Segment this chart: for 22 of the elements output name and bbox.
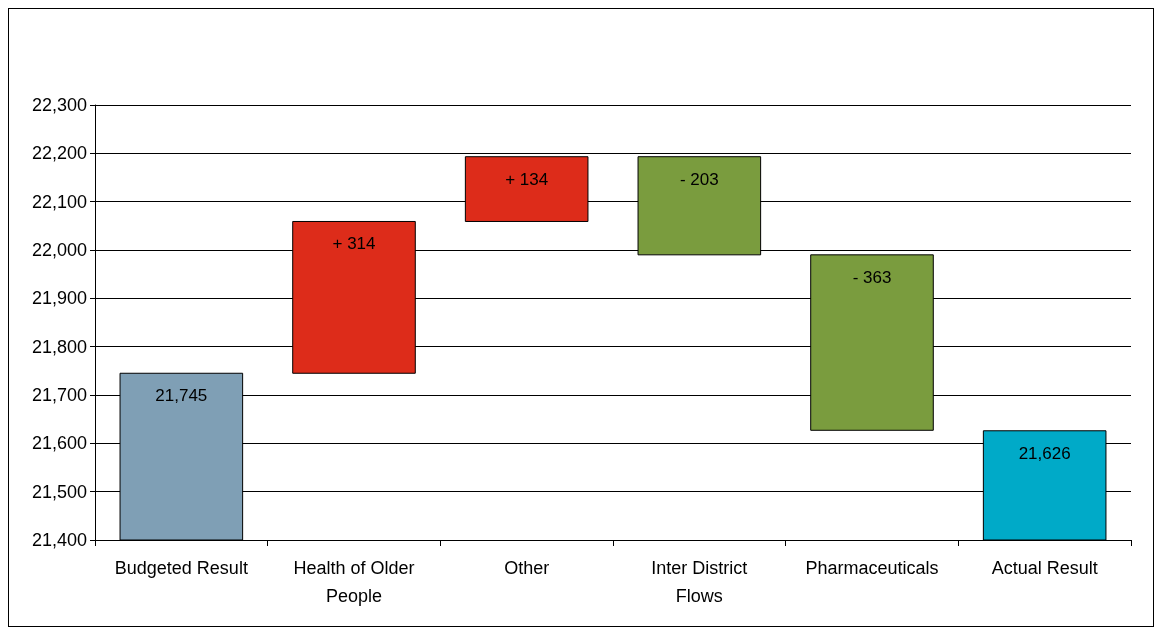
x-tick-label: Inter District Flows <box>651 558 748 606</box>
data-label: + 314 <box>332 234 376 254</box>
y-tick-label: 21,500 <box>31 481 87 502</box>
x-tick-label: Pharmaceuticals <box>805 558 939 578</box>
y-tick-label: 21,400 <box>31 530 87 550</box>
data-label: 21,745 <box>155 386 208 406</box>
y-tick-label: 21,900 <box>31 288 87 309</box>
x-tick-label: Other <box>504 558 550 578</box>
y-tick-label: 21,700 <box>31 385 87 405</box>
y-tick-label: 21,600 <box>31 433 87 454</box>
data-label: - 363 <box>852 267 892 287</box>
data-label: + 134 <box>505 169 549 189</box>
x-tick-label: Actual Result <box>991 558 1098 578</box>
y-tick-label: 22,300 <box>31 95 87 115</box>
y-tick-label: 22,200 <box>31 143 87 164</box>
y-tick-label: 22,100 <box>31 191 87 212</box>
x-tick-label: Health of Older People <box>293 558 415 606</box>
data-label: 21,626 <box>1018 443 1071 463</box>
x-tick-label: Budgeted Result <box>114 558 248 578</box>
y-tick-label: 22,000 <box>31 240 87 260</box>
y-tick-label: 21,800 <box>31 336 87 357</box>
data-label: - 203 <box>679 169 719 189</box>
